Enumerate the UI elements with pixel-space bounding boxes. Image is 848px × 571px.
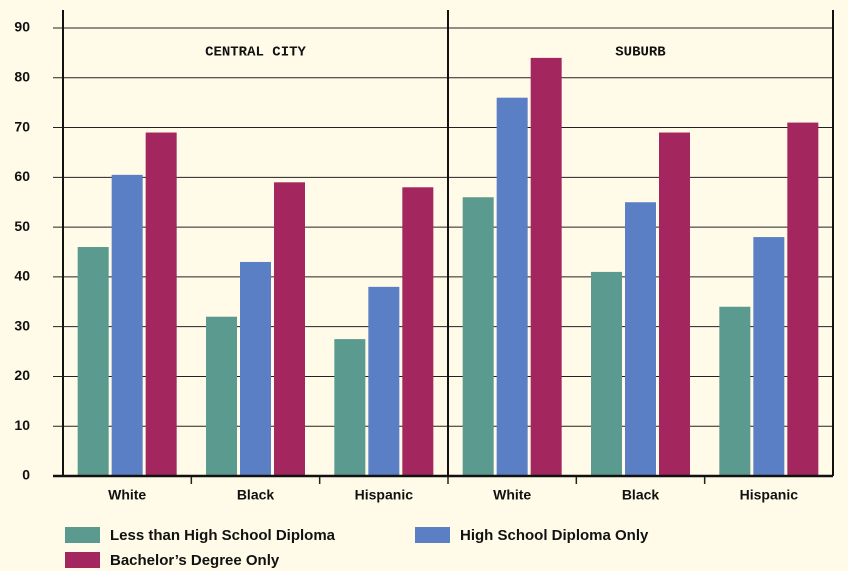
bar	[787, 122, 819, 477]
x-tick-label: Hispanic	[355, 487, 414, 503]
x-tick-label: Hispanic	[740, 487, 799, 503]
bar	[334, 339, 366, 476]
legend-swatch	[415, 527, 450, 543]
legend-label: Less than High School Diploma	[110, 527, 336, 544]
x-tick-label: Black	[237, 487, 275, 503]
bar	[625, 202, 656, 476]
bar	[111, 174, 143, 476]
bar	[206, 316, 237, 476]
y-tick-label: 0	[22, 467, 30, 483]
y-tick-label: 20	[14, 367, 30, 383]
bar	[240, 261, 271, 476]
y-tick-label: 10	[14, 417, 30, 433]
bar	[753, 237, 785, 476]
panel-label: CENTRAL CITY	[205, 45, 306, 61]
legend-swatch	[65, 552, 100, 568]
x-tick-label: White	[493, 487, 531, 503]
bar	[462, 197, 494, 476]
x-tick-label: White	[108, 487, 146, 503]
y-tick-label: 80	[14, 68, 30, 84]
bar	[368, 286, 400, 476]
legend-swatch	[65, 527, 100, 543]
y-tick-label: 30	[14, 317, 30, 333]
bar	[496, 97, 528, 476]
bar	[77, 247, 109, 476]
bar	[530, 57, 562, 476]
y-tick-label: 70	[14, 118, 30, 134]
bar	[145, 132, 177, 477]
y-tick-label: 50	[14, 218, 30, 234]
bar	[659, 132, 690, 477]
bar	[402, 187, 434, 477]
panel-label: SUBURB	[615, 45, 666, 61]
y-tick-label: 90	[14, 19, 30, 35]
x-tick-label: Black	[622, 487, 660, 503]
y-tick-label: 40	[14, 268, 30, 284]
bar	[274, 182, 305, 477]
legend-label: High School Diploma Only	[460, 527, 649, 544]
y-tick-label: 60	[14, 168, 30, 184]
legend-label: Bachelor’s Degree Only	[110, 552, 280, 569]
bar	[719, 306, 751, 476]
bar	[591, 271, 622, 476]
